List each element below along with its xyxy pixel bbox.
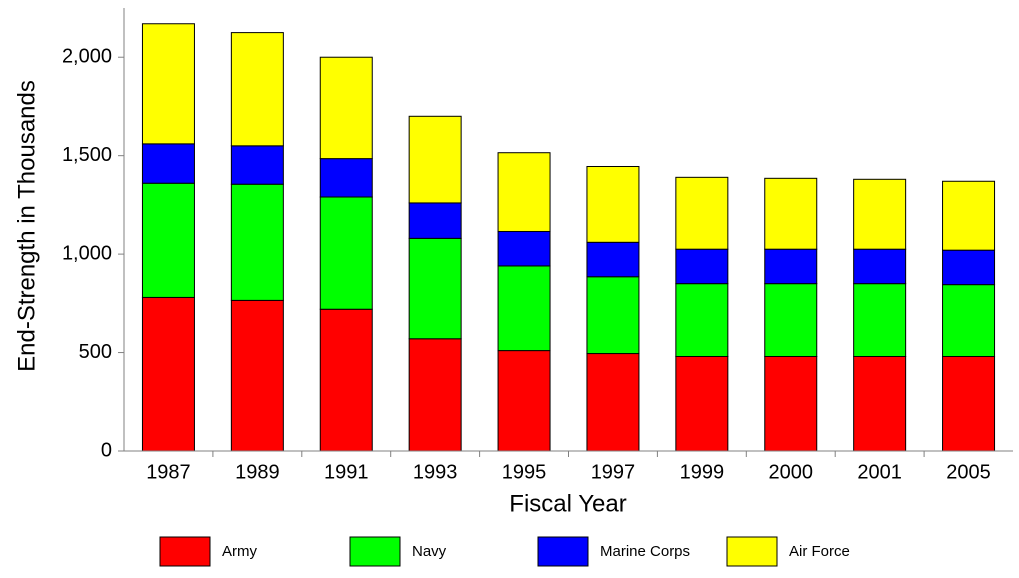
bar-segment: [675, 355, 729, 452]
bar-segment: [230, 299, 284, 452]
bar-segment: [942, 284, 996, 357]
bar-segment: [408, 338, 462, 452]
legend-swatch: [159, 536, 211, 567]
bar-segment: [408, 202, 462, 239]
bar-segment: [497, 350, 551, 452]
bar-segment: [230, 32, 284, 147]
bar-segment: [764, 177, 818, 250]
bar-segment: [853, 178, 907, 250]
bar-segment: [319, 56, 373, 160]
bar-segment: [319, 196, 373, 310]
bar-segment: [319, 308, 373, 452]
y-axis-title: End-Strength in Thousands: [13, 80, 40, 372]
bar-segment: [408, 237, 462, 340]
x-tick-label: 1999: [680, 461, 725, 483]
bar-segment: [675, 248, 729, 285]
bar-segment: [141, 23, 195, 145]
x-axis-title: Fiscal Year: [509, 490, 626, 517]
y-tick-label: 1,000: [62, 242, 112, 264]
x-tick-label: 2000: [769, 461, 814, 483]
legend-swatch: [726, 536, 778, 567]
bar-segment: [942, 249, 996, 286]
bar-segment: [764, 355, 818, 452]
y-tick-label: 500: [79, 341, 112, 363]
legend-label: Air Force: [789, 543, 850, 560]
legend-swatch: [349, 536, 401, 567]
bar-segment: [942, 180, 996, 251]
x-tick-label: 1995: [502, 461, 547, 483]
bar-segment: [497, 265, 551, 352]
bar-segment: [408, 115, 462, 204]
bar-segment: [586, 165, 640, 243]
bar-segment: [586, 353, 640, 452]
x-tick-label: 2001: [857, 461, 902, 483]
bar-segment: [586, 241, 640, 278]
y-tick-label: 0: [101, 439, 112, 461]
legend-label: Navy: [412, 543, 447, 560]
x-tick-label: 1989: [235, 461, 280, 483]
x-tick-label: 2005: [946, 461, 991, 483]
bar-segment: [141, 182, 195, 298]
bar-segment: [230, 145, 284, 185]
x-tick-label: 1987: [146, 461, 191, 483]
bar-segment: [675, 283, 729, 357]
bar-segment: [497, 152, 551, 232]
legend-swatch: [537, 536, 589, 567]
x-tick-label: 1991: [324, 461, 369, 483]
bar-segment: [675, 176, 729, 250]
bar-segment: [942, 355, 996, 452]
bar-segment: [141, 143, 195, 184]
y-tick-label: 2,000: [62, 46, 112, 68]
x-tick-label: 1997: [591, 461, 636, 483]
x-tick-label: 1993: [413, 461, 458, 483]
y-tick-label: 1,500: [62, 144, 112, 166]
bar-segment: [853, 355, 907, 452]
bar-segment: [497, 230, 551, 267]
bar-segment: [230, 183, 284, 301]
bar-segment: [764, 283, 818, 357]
bar-segment: [319, 158, 373, 198]
bar-segment: [853, 248, 907, 285]
bar-segment: [853, 283, 907, 357]
legend-label: Army: [222, 543, 257, 560]
bar-segment: [141, 296, 195, 452]
bar-segment: [586, 276, 640, 355]
legend-label: Marine Corps: [600, 543, 690, 560]
bar-segment: [764, 248, 818, 285]
